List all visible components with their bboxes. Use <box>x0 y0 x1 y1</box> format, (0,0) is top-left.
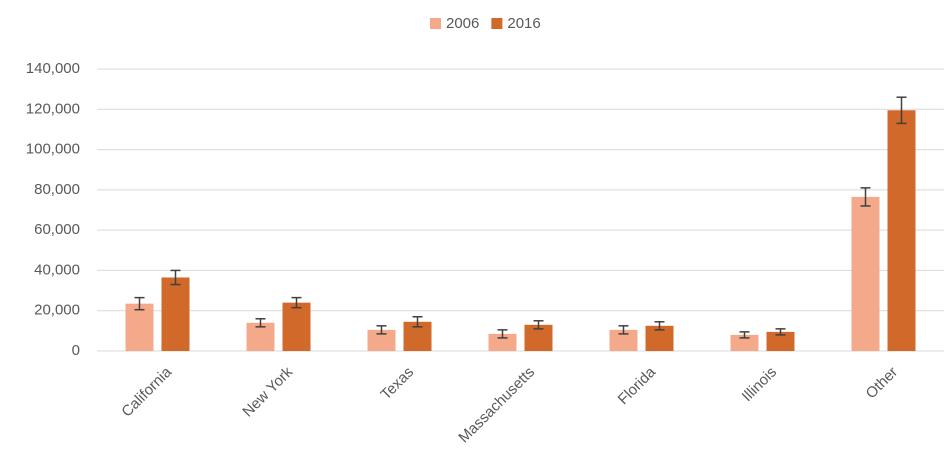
error-bar <box>497 329 508 339</box>
legend: 2006 2016 <box>430 15 541 32</box>
bar <box>282 302 311 351</box>
x-tick-label: Florida <box>615 363 660 408</box>
legend-label: 2016 <box>507 15 540 32</box>
bar <box>851 196 880 351</box>
y-tick-label: 20,000 <box>34 302 80 319</box>
error-bar <box>896 96 907 125</box>
legend-label: 2006 <box>446 15 479 32</box>
bar <box>488 333 517 351</box>
y-tick-label: 100,000 <box>26 141 80 158</box>
error-bar <box>618 325 629 335</box>
bar <box>161 277 190 351</box>
error-bar <box>412 316 423 328</box>
error-bar <box>533 320 544 330</box>
error-bar <box>739 331 750 339</box>
y-tick-label: 120,000 <box>26 100 80 117</box>
error-bar <box>170 269 181 286</box>
y-tick-label: 80,000 <box>34 181 80 198</box>
x-tick-label: Massachusetts <box>455 364 538 447</box>
error-bar <box>291 296 302 309</box>
error-bar <box>134 296 145 311</box>
legend-swatch <box>430 18 441 29</box>
x-tick-label: New York <box>239 363 296 420</box>
y-tick-label: 60,000 <box>34 221 80 238</box>
error-bar <box>376 325 387 335</box>
bar <box>367 329 396 351</box>
bar <box>766 331 795 351</box>
y-tick-label: 0 <box>72 342 80 359</box>
bar <box>730 334 759 351</box>
y-tick-label: 140,000 <box>26 60 80 77</box>
y-tick-label: 40,000 <box>34 261 80 278</box>
x-tick-label: Texas <box>377 364 417 404</box>
error-bar <box>255 318 266 328</box>
error-bar <box>654 321 665 331</box>
bar <box>125 303 154 351</box>
bar <box>887 110 916 352</box>
bar <box>609 329 638 351</box>
error-bar <box>775 328 786 336</box>
x-tick-label: California <box>118 363 175 420</box>
legend-swatch <box>491 18 503 29</box>
x-tick-label: Illinois <box>739 364 780 405</box>
error-bar <box>860 187 871 207</box>
x-tick-label: Other <box>863 364 902 403</box>
